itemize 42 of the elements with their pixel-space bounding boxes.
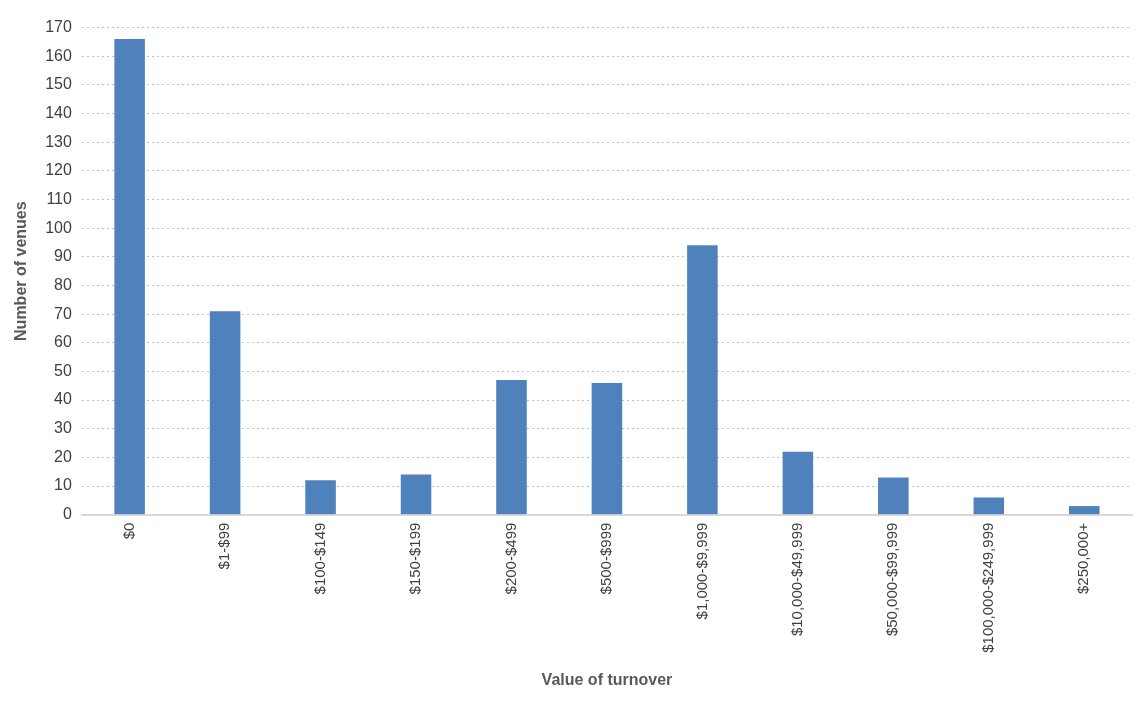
y-tick-label: 20 xyxy=(54,447,72,465)
bar xyxy=(496,380,527,515)
x-tick-label: $1-$99 xyxy=(215,522,233,570)
y-axis-title: Number of venues xyxy=(12,201,30,341)
x-tick-label: $0 xyxy=(119,522,137,540)
y-tick-label: 140 xyxy=(45,103,72,121)
x-tick-label: $100,000-$249,999 xyxy=(978,522,996,653)
x-tick-label: $1,000-$9,999 xyxy=(692,522,710,620)
bar xyxy=(305,480,336,515)
x-tick-label: $100-$149 xyxy=(310,522,328,595)
x-tick-label: $10,000-$49,999 xyxy=(788,522,806,637)
y-tick-label: 110 xyxy=(46,189,72,207)
y-tick-label: 30 xyxy=(54,419,72,437)
y-tick-label: 100 xyxy=(45,218,72,236)
bar xyxy=(973,497,1005,515)
bar xyxy=(687,245,718,515)
x-tick-label: $500-$999 xyxy=(597,522,615,595)
y-tick-label: 60 xyxy=(54,333,72,351)
x-tick-label: $50,000-$99,999 xyxy=(883,522,901,637)
y-tick-label: 130 xyxy=(45,132,72,150)
x-tick-label: $250,000+ xyxy=(1074,522,1092,595)
y-tick-label: 0 xyxy=(62,505,72,523)
x-axis-title: Value of turnover xyxy=(541,670,673,688)
bar xyxy=(400,474,432,515)
bar xyxy=(591,382,623,515)
bar xyxy=(1068,506,1100,515)
bar xyxy=(114,39,145,515)
bar xyxy=(878,477,909,515)
y-tick-label: 170 xyxy=(45,18,72,36)
bar xyxy=(209,311,241,515)
y-tick-label: 160 xyxy=(45,46,72,64)
y-tick-label: 70 xyxy=(54,304,72,322)
y-tick-label: 120 xyxy=(45,161,72,179)
y-tick-label: 40 xyxy=(54,390,72,408)
x-tick-label: $150-$199 xyxy=(406,522,424,595)
x-tick-label: $200-$499 xyxy=(501,522,519,595)
y-tick-label: 10 xyxy=(54,476,72,494)
y-tick-label: 90 xyxy=(54,247,72,265)
y-tick-label: 50 xyxy=(54,361,72,379)
bar xyxy=(782,451,814,515)
y-tick-label: 80 xyxy=(54,275,72,293)
y-tick-label: 150 xyxy=(45,75,72,93)
